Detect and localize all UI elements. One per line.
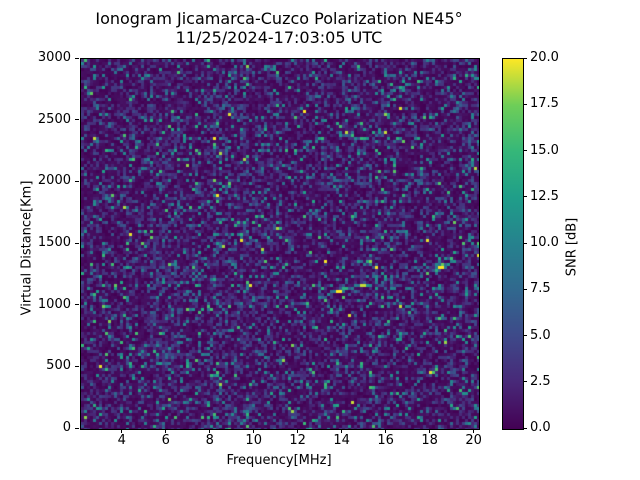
- x-tick-mark: [165, 429, 167, 433]
- colorbar-tick-label: 17.5: [530, 96, 559, 112]
- x-tick-mark: [209, 429, 211, 433]
- x-tick-label: 8: [205, 433, 214, 448]
- x-tick-mark: [341, 429, 343, 433]
- y-tick-label: 0: [62, 420, 71, 435]
- y-tick-label: 1000: [37, 296, 71, 312]
- x-tick-label: 20: [465, 433, 482, 448]
- plot-area: [80, 58, 480, 430]
- colorbar-tick-label: 12.5: [530, 188, 559, 204]
- colorbar-tick-mark: [523, 242, 527, 244]
- y-tick-label: 2500: [37, 111, 71, 127]
- x-tick-label: 16: [377, 433, 394, 448]
- colorbar-tick-mark: [523, 150, 527, 151]
- colorbar-tick-label: 10.0: [530, 235, 559, 250]
- x-axis-label: Frequency[MHz]: [226, 453, 332, 468]
- y-tick-label: 500: [46, 358, 71, 374]
- chart-title-line1: Ionogram Jicamarca-Cuzco Polarization NE…: [95, 9, 463, 28]
- x-tick-label: 18: [421, 433, 438, 448]
- colorbar: [502, 58, 524, 430]
- colorbar-tick-label: 20.0: [530, 50, 559, 65]
- colorbar-tick-mark: [523, 196, 527, 198]
- chart-title-line2: 11/25/2024-17:03:05 UTC: [175, 28, 383, 47]
- colorbar-tick-mark: [523, 335, 527, 336]
- colorbar-tick-label: 15.0: [530, 142, 559, 158]
- x-tick-mark: [253, 429, 255, 433]
- colorbar-tick-mark: [523, 381, 527, 383]
- y-tick-mark: [75, 180, 79, 182]
- y-tick-mark: [75, 427, 79, 429]
- y-tick-mark: [75, 365, 79, 367]
- y-tick-mark: [75, 304, 79, 306]
- x-tick-label: 4: [117, 433, 126, 448]
- x-tick-mark: [121, 429, 123, 433]
- ionogram-heatmap: [81, 59, 479, 429]
- x-tick-mark: [297, 429, 299, 433]
- colorbar-tick-label: 5.0: [530, 327, 551, 343]
- colorbar-tick-mark: [523, 103, 527, 105]
- x-tick-mark: [473, 429, 475, 433]
- x-tick-mark: [429, 429, 431, 433]
- y-tick-label: 1500: [37, 235, 71, 250]
- y-tick-label: 3000: [37, 50, 71, 65]
- colorbar-tick-label: 2.5: [530, 373, 551, 389]
- colorbar-tick-label: 7.5: [530, 281, 551, 297]
- x-tick-label: 10: [245, 433, 262, 448]
- colorbar-tick-mark: [523, 427, 527, 429]
- y-tick-mark: [75, 119, 79, 121]
- y-tick-mark: [75, 242, 79, 244]
- colorbar-tick-label: 0.0: [530, 420, 551, 435]
- y-tick-label: 2000: [37, 173, 71, 189]
- colorbar-tick-mark: [523, 57, 527, 59]
- colorbar-tick-mark: [523, 288, 527, 290]
- chart-title: Ionogram Jicamarca-Cuzco Polarization NE…: [80, 9, 478, 47]
- x-tick-label: 6: [161, 433, 170, 448]
- y-tick-mark: [75, 57, 79, 59]
- x-tick-mark: [385, 429, 387, 433]
- x-tick-label: 14: [333, 433, 350, 448]
- x-tick-label: 12: [289, 433, 306, 448]
